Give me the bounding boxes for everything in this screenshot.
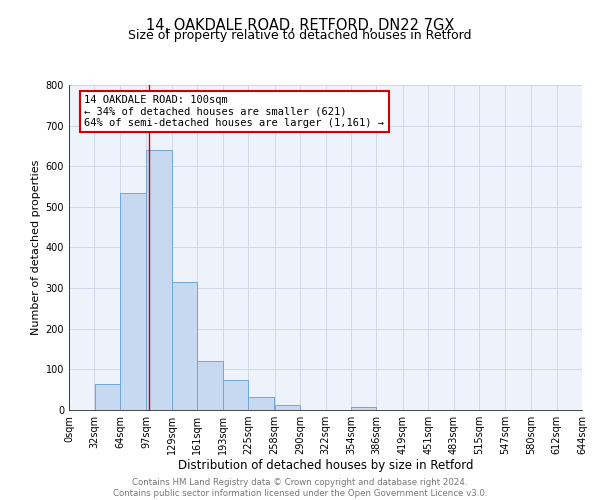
Text: Size of property relative to detached houses in Retford: Size of property relative to detached ho… (128, 29, 472, 42)
Bar (172, 282, 197, 410)
Y-axis label: Number of detached properties: Number of detached properties (31, 160, 41, 335)
Bar (223, 380, 248, 410)
Bar (197, 361, 223, 410)
Text: Contains HM Land Registry data © Crown copyright and database right 2024.
Contai: Contains HM Land Registry data © Crown c… (113, 478, 487, 498)
Text: 14 OAKDALE ROAD: 100sqm
← 34% of detached houses are smaller (621)
64% of semi-d: 14 OAKDALE ROAD: 100sqm ← 34% of detache… (85, 94, 385, 128)
Text: 14, OAKDALE ROAD, RETFORD, DN22 7GX: 14, OAKDALE ROAD, RETFORD, DN22 7GX (146, 18, 454, 32)
Bar (146, 150, 172, 410)
X-axis label: Distribution of detached houses by size in Retford: Distribution of detached houses by size … (178, 458, 473, 471)
Bar (95, 384, 120, 410)
Bar (120, 192, 146, 410)
Bar (351, 407, 376, 410)
Bar (248, 397, 274, 410)
Bar (275, 405, 300, 410)
